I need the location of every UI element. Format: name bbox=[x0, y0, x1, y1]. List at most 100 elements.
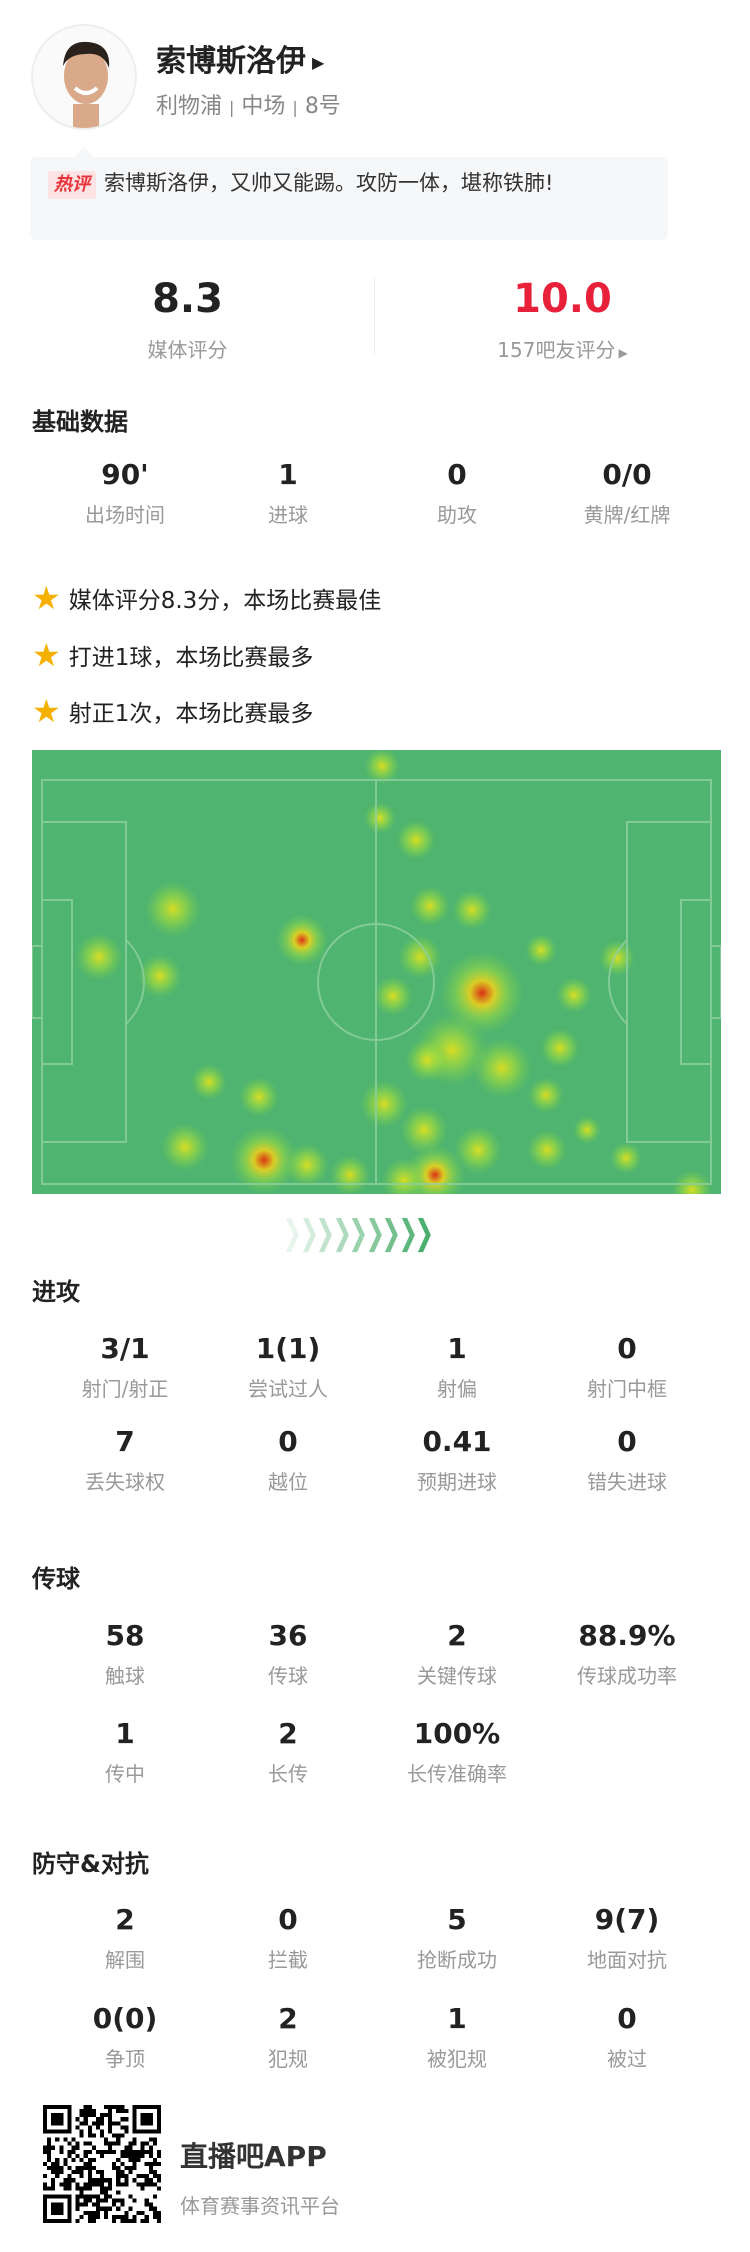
stat-label: 被过 bbox=[607, 2047, 647, 2071]
stat-value: 0 bbox=[447, 458, 467, 491]
stat-value: 90' bbox=[101, 458, 149, 491]
stat-label: 错失进球 bbox=[587, 1470, 667, 1494]
fan-rating-text: 157吧友评分 bbox=[497, 338, 616, 362]
stat-defense: 0(0) 争顶 bbox=[40, 2002, 210, 2072]
stat-value: 1 bbox=[447, 1332, 467, 1365]
heat-blob bbox=[540, 1028, 580, 1068]
stat-basic: 90' 出场时间 bbox=[40, 458, 210, 528]
stat-defense: 2 解围 bbox=[40, 1903, 210, 1973]
highlight-item: ★ 媒体评分8.3分，本场比赛最佳 bbox=[32, 581, 381, 615]
chevron-icon: ❯ bbox=[397, 1213, 418, 1253]
stat-value: 100% bbox=[413, 1717, 501, 1750]
player-avatar bbox=[31, 24, 137, 130]
stat-label: 预期进球 bbox=[417, 1470, 497, 1494]
stat-value: 1 bbox=[447, 2002, 467, 2035]
stat-value: 1 bbox=[278, 458, 298, 491]
media-rating: 8.3 媒体评分 bbox=[0, 276, 375, 363]
heat-blob bbox=[145, 881, 201, 937]
divider bbox=[374, 278, 375, 354]
stat-value: 36 bbox=[268, 1619, 308, 1652]
stat-passing: 88.9% 传球成功率 bbox=[542, 1619, 712, 1689]
stat-value: 1 bbox=[115, 1717, 135, 1750]
heat-blob bbox=[410, 886, 450, 926]
stat-attack: 1(1) 尝试过人 bbox=[203, 1332, 373, 1402]
stat-label: 长传 bbox=[268, 1762, 308, 1786]
chevron-icon: ❯ bbox=[414, 1213, 435, 1253]
stat-attack: 3/1 射门/射正 bbox=[40, 1332, 210, 1402]
highlight-item: ★ 打进1球，本场比赛最多 bbox=[32, 638, 313, 672]
stat-label: 被犯规 bbox=[427, 2047, 487, 2071]
stat-passing: 2 关键传球 bbox=[372, 1619, 542, 1689]
chevron-icon: ❯ bbox=[381, 1213, 402, 1253]
stat-attack: 0 越位 bbox=[203, 1425, 373, 1495]
stat-defense: 1 被犯规 bbox=[372, 2002, 542, 2072]
highlight-text: 媒体评分8.3分，本场比赛最佳 bbox=[68, 588, 382, 614]
stat-label: 丢失球权 bbox=[85, 1470, 165, 1494]
heat-blob bbox=[364, 802, 396, 834]
star-icon: ★ bbox=[32, 692, 61, 730]
separator: | bbox=[229, 98, 235, 117]
chevron-icon: ❯ bbox=[298, 1213, 319, 1253]
heat-blob bbox=[398, 935, 442, 979]
heat-blob bbox=[138, 954, 182, 998]
heat-blob bbox=[239, 1077, 279, 1117]
app-name: 直播吧APP bbox=[180, 2140, 327, 2173]
star-icon: ★ bbox=[32, 579, 61, 617]
heat-blob bbox=[527, 1130, 567, 1170]
stat-attack: 1 射偏 bbox=[372, 1332, 542, 1402]
section-title-passing: 传球 bbox=[32, 1565, 80, 1593]
stat-value: 58 bbox=[105, 1619, 145, 1652]
stat-value: 0 bbox=[617, 1425, 637, 1458]
stat-passing: 1 传中 bbox=[40, 1717, 210, 1787]
stat-passing: 58 触球 bbox=[40, 1619, 210, 1689]
stat-label: 抢断成功 bbox=[417, 1948, 497, 1972]
heat-blob bbox=[75, 933, 123, 981]
stat-value: 0 bbox=[278, 1425, 298, 1458]
heat-blob bbox=[556, 977, 592, 1013]
fan-rating[interactable]: 10.0 157吧友评分 ▶ bbox=[375, 276, 750, 363]
stat-passing: 100% 长传准确率 bbox=[372, 1717, 542, 1787]
heat-blob bbox=[191, 1064, 227, 1100]
stat-value: 0(0) bbox=[92, 2002, 158, 2035]
stat-label: 进球 bbox=[268, 503, 308, 527]
stat-label: 越位 bbox=[268, 1470, 308, 1494]
heat-blob bbox=[599, 940, 635, 976]
heat-blob bbox=[373, 976, 413, 1016]
heat-blob bbox=[360, 1080, 408, 1128]
stat-defense: 0 被过 bbox=[542, 2002, 712, 2072]
heat-blob bbox=[161, 1123, 209, 1171]
chevron-icon: ❯ bbox=[315, 1213, 336, 1253]
chevron-icon: ❯ bbox=[348, 1213, 369, 1253]
stat-label: 出场时间 bbox=[85, 503, 165, 527]
heat-blob bbox=[382, 1158, 426, 1194]
media-rating-value: 8.3 bbox=[152, 276, 223, 322]
stat-defense: 2 犯规 bbox=[203, 2002, 373, 2072]
triangle-right-icon: ▶ bbox=[312, 53, 325, 72]
stat-value: 88.9% bbox=[578, 1619, 676, 1652]
stat-passing: 36 传球 bbox=[203, 1619, 373, 1689]
stat-value: 3/1 bbox=[100, 1332, 150, 1365]
stat-value: 7 bbox=[115, 1425, 135, 1458]
heat-blob bbox=[525, 934, 557, 966]
heat-blob bbox=[573, 1116, 601, 1144]
chevron-icon: ❯ bbox=[364, 1213, 385, 1253]
position: 中场 bbox=[241, 94, 286, 119]
stat-basic: 0/0 黄牌/红牌 bbox=[542, 458, 712, 528]
heat-blob bbox=[276, 914, 328, 966]
stat-value: 2 bbox=[278, 1717, 298, 1750]
heat-blob bbox=[400, 1106, 448, 1154]
stat-label: 射偏 bbox=[437, 1377, 477, 1401]
player-name-link[interactable]: 索博斯洛伊 ▶ bbox=[156, 36, 324, 80]
stat-label: 射门/射正 bbox=[81, 1377, 169, 1401]
stat-label: 传中 bbox=[105, 1762, 145, 1786]
comment-text: 索博斯洛伊，又帅又能踢。攻防一体，堪称铁肺! bbox=[104, 171, 554, 195]
heat-blob bbox=[528, 1077, 564, 1113]
stat-label: 射门中框 bbox=[587, 1377, 667, 1401]
stat-label: 黄牌/红牌 bbox=[583, 503, 671, 527]
section-title-attack: 进攻 bbox=[32, 1278, 80, 1306]
fan-rating-label[interactable]: 157吧友评分 ▶ bbox=[375, 334, 750, 363]
stat-value: 2 bbox=[278, 2002, 298, 2035]
triangle-right-icon: ▶ bbox=[618, 346, 628, 360]
stat-passing: 2 长传 bbox=[203, 1717, 373, 1787]
stat-attack: 7 丢失球权 bbox=[40, 1425, 210, 1495]
